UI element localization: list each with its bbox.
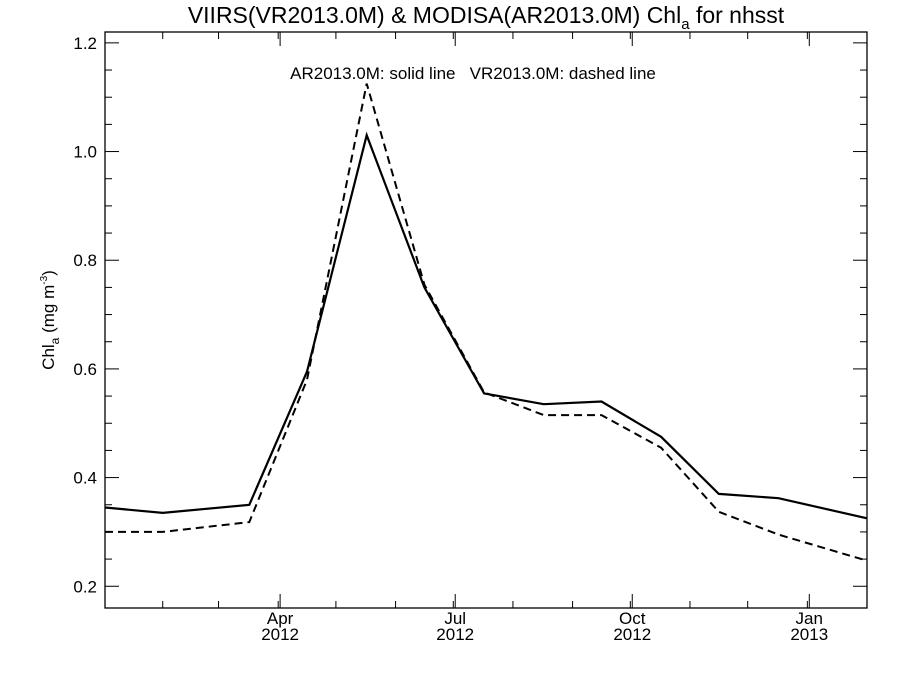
labels-layer: 0.20.40.60.81.01.2Apr2012Jul2012Oct2012J…: [73, 34, 828, 644]
series-layer: [104, 83, 868, 562]
title-main: VIIRS(VR2013.0M) & MODISA(AR2013.0M) Chl: [188, 2, 681, 28]
x-tick-label-month: Oct: [619, 609, 646, 628]
y-label-subscript: a: [48, 337, 62, 344]
title-subscript: a: [681, 16, 690, 33]
y-tick-label: 0.8: [73, 251, 97, 270]
x-tick-label-year: 2012: [613, 625, 651, 644]
x-tick-label-month: Jan: [796, 609, 823, 628]
y-axis-label: Chla (mg m-3): [39, 270, 62, 370]
chart-annotation: AR2013.0M: solid line VR2013.0M: dashed …: [290, 64, 656, 83]
plot-frame: [104, 31, 868, 609]
x-tick-label-month: Jul: [444, 609, 466, 628]
chart-title: VIIRS(VR2013.0M) & MODISA(AR2013.0M) Chl…: [188, 2, 785, 33]
y-label-superscript: -3: [39, 275, 50, 284]
title-tail: for nhsst: [690, 2, 785, 28]
x-tick-label-year: 2013: [790, 625, 828, 644]
ticks-layer: [105, 32, 867, 608]
y-tick-label: 0.4: [73, 469, 97, 488]
y-tick-label: 1.0: [73, 143, 97, 162]
y-label-close: ): [39, 270, 58, 276]
series-line-vr2013-0m: [105, 83, 868, 562]
x-tick-label-year: 2012: [436, 625, 474, 644]
series-line-ar2013-0m: [104, 131, 868, 520]
y-label-units: (mg m: [39, 285, 58, 338]
x-tick-label-year: 2012: [261, 625, 299, 644]
y-tick-label: 0.2: [73, 577, 97, 596]
x-tick-label-month: Apr: [267, 609, 294, 628]
y-tick-label: 0.6: [73, 360, 97, 379]
y-label-main: Chl: [39, 344, 58, 370]
y-tick-label: 1.2: [73, 34, 97, 53]
